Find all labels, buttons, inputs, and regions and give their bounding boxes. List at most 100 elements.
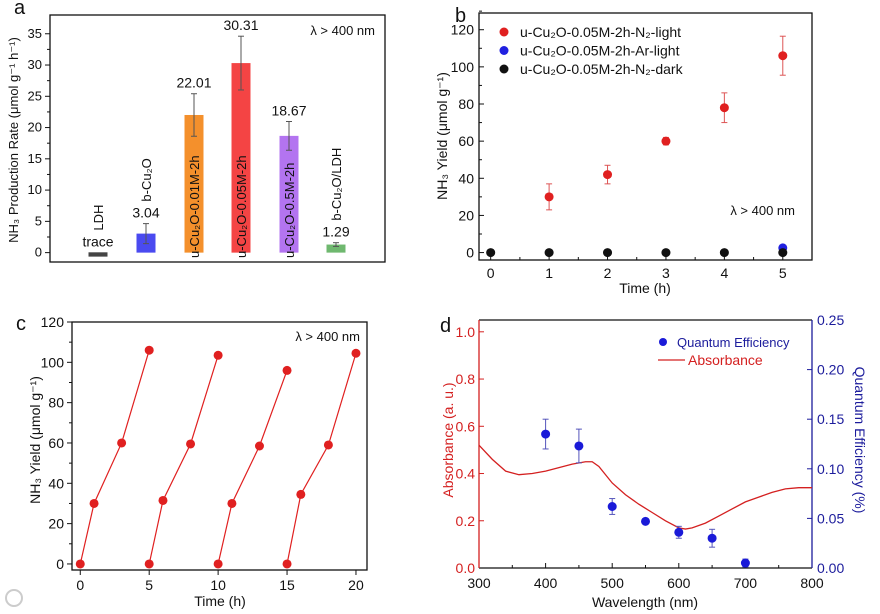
y-right-tick-label: 0.20 bbox=[817, 362, 844, 378]
legend-label: u-Cu₂O-0.05M-2h-N₂-dark bbox=[520, 61, 684, 77]
series-line bbox=[148, 355, 219, 565]
data-point bbox=[707, 533, 717, 543]
y-tick-label: 40 bbox=[458, 170, 474, 186]
data-point bbox=[641, 516, 650, 526]
data-label: 22.01 bbox=[176, 75, 211, 91]
data-label: 1.29 bbox=[322, 224, 349, 240]
x-tick-label: 10 bbox=[210, 577, 226, 593]
y-tick-label: 0.0 bbox=[456, 560, 476, 576]
y-tick-label: 20 bbox=[458, 207, 474, 223]
y-tick-label: 20 bbox=[48, 516, 64, 532]
data-point bbox=[75, 559, 85, 569]
x-tick-label: 2 bbox=[604, 265, 612, 281]
x-tick-label: 4 bbox=[720, 265, 728, 281]
annotation: λ > 400 nm bbox=[295, 329, 360, 344]
x-tick-label: 5 bbox=[145, 577, 153, 593]
data-point bbox=[544, 248, 554, 258]
panel-letter: d bbox=[440, 315, 451, 337]
category-label: b-Cu₂O bbox=[139, 158, 154, 201]
data-point bbox=[186, 439, 196, 449]
category-label: u-Cu₂O-0.5M-2h bbox=[282, 163, 297, 258]
category-label: u-Cu₂O-0.01M-2h bbox=[187, 155, 202, 258]
x-axis-label: Wavelength (nm) bbox=[592, 594, 698, 610]
bar bbox=[184, 114, 204, 253]
x-tick-label: 0 bbox=[76, 577, 84, 593]
y-right-tick-label: 0.00 bbox=[817, 560, 844, 576]
panel-a: a 0 5 10 15 20 25 30 35 NH₃ Production Rate (μmol… bbox=[6, 0, 386, 263]
data-point bbox=[351, 348, 361, 358]
y-right-tick-label: 0.10 bbox=[817, 461, 844, 477]
y-tick-label: 40 bbox=[48, 475, 64, 491]
y-tick-label: 0.4 bbox=[456, 466, 476, 482]
panel-d: d 0.0 0.2 0.4 0.6 0.8 1.0 0.00 0.05 0.10 0.15 0.20 0… bbox=[440, 312, 868, 610]
y-tick-label: 80 bbox=[48, 395, 64, 411]
data-point bbox=[144, 345, 154, 355]
data-point bbox=[282, 559, 292, 569]
x-tick-label: 600 bbox=[667, 575, 691, 591]
data-label: 3.04 bbox=[132, 205, 159, 221]
data-point bbox=[544, 192, 554, 202]
y-tick-label: 0.2 bbox=[456, 513, 476, 529]
bar bbox=[279, 135, 299, 253]
y-right-tick-label: 0.15 bbox=[817, 411, 844, 427]
bar bbox=[326, 244, 346, 253]
series-line bbox=[286, 353, 357, 565]
data-point bbox=[541, 429, 551, 439]
plot-frame bbox=[49, 14, 386, 263]
data-point bbox=[778, 248, 788, 258]
y-axis-label: NH₃ Yield (μmol g⁻¹) bbox=[27, 376, 43, 504]
y-tick-label: 60 bbox=[458, 133, 474, 149]
data-label: 30.31 bbox=[223, 17, 258, 33]
data-point bbox=[158, 495, 168, 505]
panel-letter: a bbox=[14, 0, 26, 19]
data-point bbox=[213, 559, 223, 569]
y-tick-label: 80 bbox=[458, 96, 474, 112]
annotation: λ > 400 nm bbox=[730, 203, 795, 218]
data-point bbox=[661, 136, 671, 146]
x-tick-label: 15 bbox=[279, 577, 295, 593]
bar bbox=[231, 63, 251, 253]
absorbance-line bbox=[478, 444, 812, 530]
y-tick-label: 0.6 bbox=[456, 418, 476, 434]
y-tick-label: 0 bbox=[56, 556, 64, 572]
legend-marker bbox=[499, 27, 509, 37]
data-point bbox=[740, 558, 750, 568]
data-point bbox=[574, 441, 584, 451]
plot-frame bbox=[478, 12, 813, 261]
legend-marker bbox=[499, 46, 509, 55]
data-point bbox=[296, 489, 306, 499]
y-tick-label: 0 bbox=[35, 245, 42, 260]
legend-marker bbox=[499, 64, 509, 74]
watermark-logo bbox=[5, 589, 23, 607]
panel-letter: b bbox=[455, 5, 466, 27]
panel-b: b 0 20 40 60 80 100 120 0 1 2 3 4 5 Time (h) NH₃ Yield … bbox=[434, 5, 813, 296]
legend-label: u-Cu₂O-0.05M-2h-N₂-light bbox=[520, 24, 681, 40]
data-point bbox=[603, 170, 613, 180]
x-tick-label: 0 bbox=[487, 265, 495, 281]
y-tick-label: 25 bbox=[28, 88, 42, 103]
x-axis-label: Time (h) bbox=[619, 280, 671, 296]
y-tick-label: 35 bbox=[28, 26, 42, 41]
x-tick-label: 800 bbox=[800, 575, 824, 591]
data-point bbox=[227, 498, 237, 508]
y-right-tick-label: 0.05 bbox=[817, 510, 844, 526]
y-tick-label: 30 bbox=[28, 57, 42, 72]
data-point bbox=[661, 248, 671, 258]
data-label: trace bbox=[82, 234, 113, 250]
data-point bbox=[603, 248, 613, 258]
y-tick-label: 1.0 bbox=[456, 324, 476, 340]
y-tick-label: 60 bbox=[48, 435, 64, 451]
plot-frame bbox=[71, 321, 368, 571]
x-tick-label: 3 bbox=[662, 265, 670, 281]
y-tick-label: 0.8 bbox=[456, 371, 476, 387]
legend-marker bbox=[659, 338, 667, 346]
y-tick-label: 100 bbox=[41, 354, 65, 370]
y-tick-label: 15 bbox=[28, 151, 42, 166]
data-point bbox=[719, 103, 729, 113]
legend-label: Absorbance bbox=[688, 352, 763, 368]
data-point bbox=[323, 440, 333, 450]
series-line bbox=[79, 350, 150, 565]
category-label: LDH bbox=[91, 205, 106, 231]
y-right-axis-label: Quantum Efficiency (%) bbox=[852, 367, 868, 514]
